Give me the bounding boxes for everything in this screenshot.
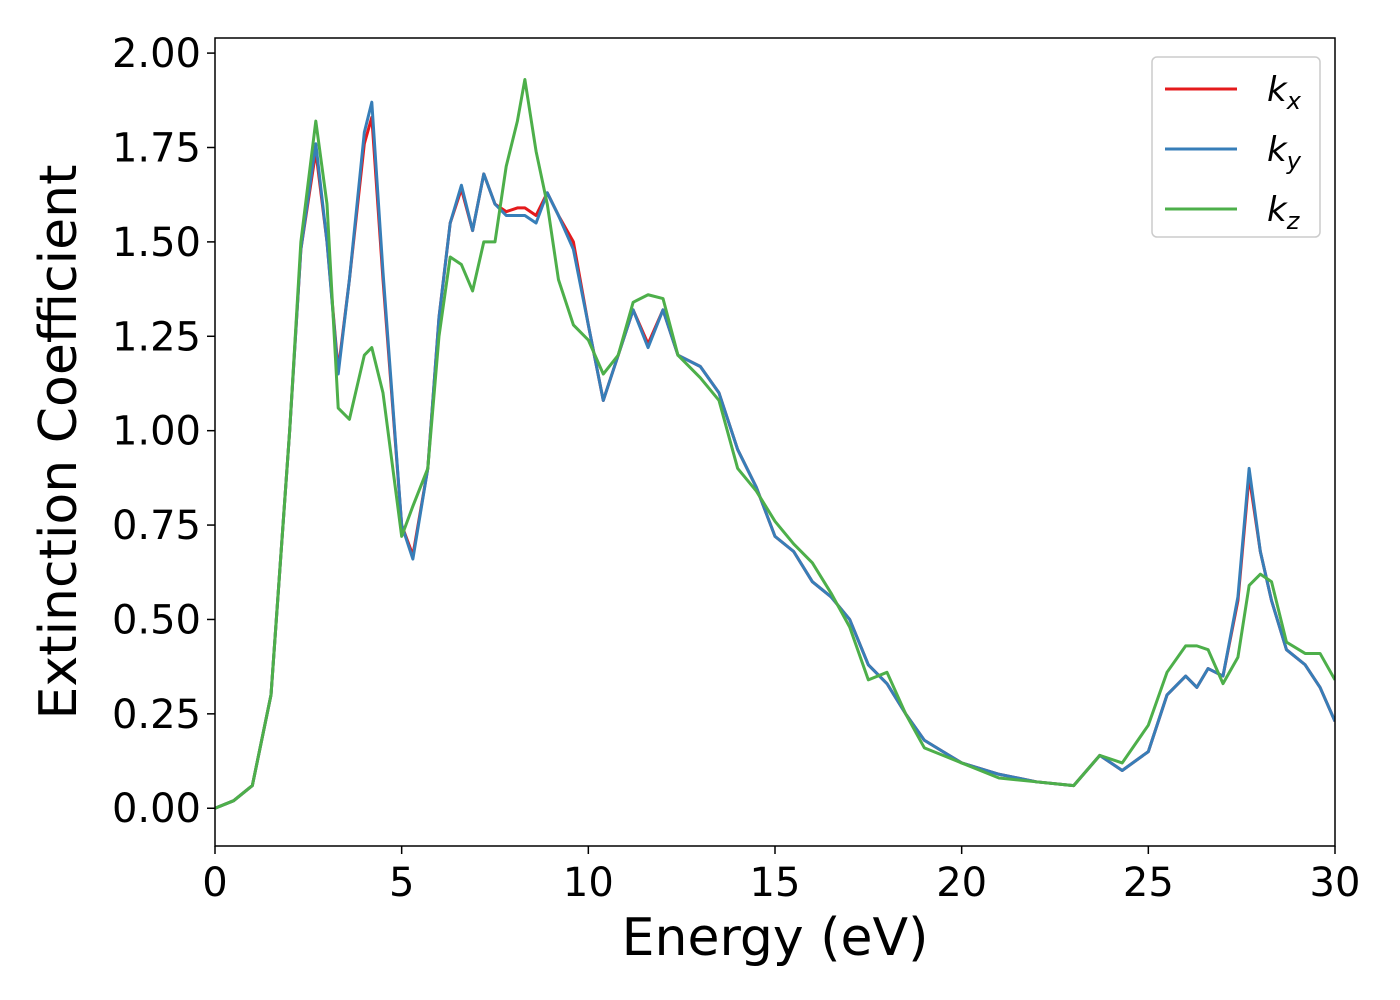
- y-tick-label: 1.75: [112, 125, 201, 171]
- y-tick-label: 0.75: [112, 503, 201, 549]
- y-tick-label: 0.50: [112, 597, 201, 643]
- y-tick-label: 1.50: [112, 220, 201, 266]
- x-tick-label: 30: [1310, 860, 1361, 906]
- plot-lines: [215, 78, 1335, 810]
- y-axis-label: Extinction Coefficient: [29, 165, 89, 720]
- series-line: [215, 78, 1335, 810]
- x-axis-label: Energy (eV): [622, 908, 929, 968]
- x-tick-label: 25: [1123, 860, 1174, 906]
- legend-label: kx: [1267, 70, 1302, 115]
- y-tick-label: 0.25: [112, 692, 201, 738]
- plot-frame: [214, 37, 1336, 847]
- x-tick-label: 5: [389, 860, 414, 906]
- y-tick-label: 1.00: [112, 409, 201, 455]
- y-tick-label: 0.00: [112, 786, 201, 832]
- legend-label: kz: [1267, 190, 1301, 235]
- y-tick-label: 1.25: [112, 314, 201, 360]
- x-tick-label: 15: [750, 860, 801, 906]
- x-tick-label: 20: [936, 860, 987, 906]
- legend-label: ky: [1267, 130, 1302, 175]
- y-tick-label: 2.00: [112, 31, 201, 77]
- x-tick-label: 10: [563, 860, 614, 906]
- legend-box: [1151, 56, 1321, 238]
- x-tick-label: 0: [202, 860, 227, 906]
